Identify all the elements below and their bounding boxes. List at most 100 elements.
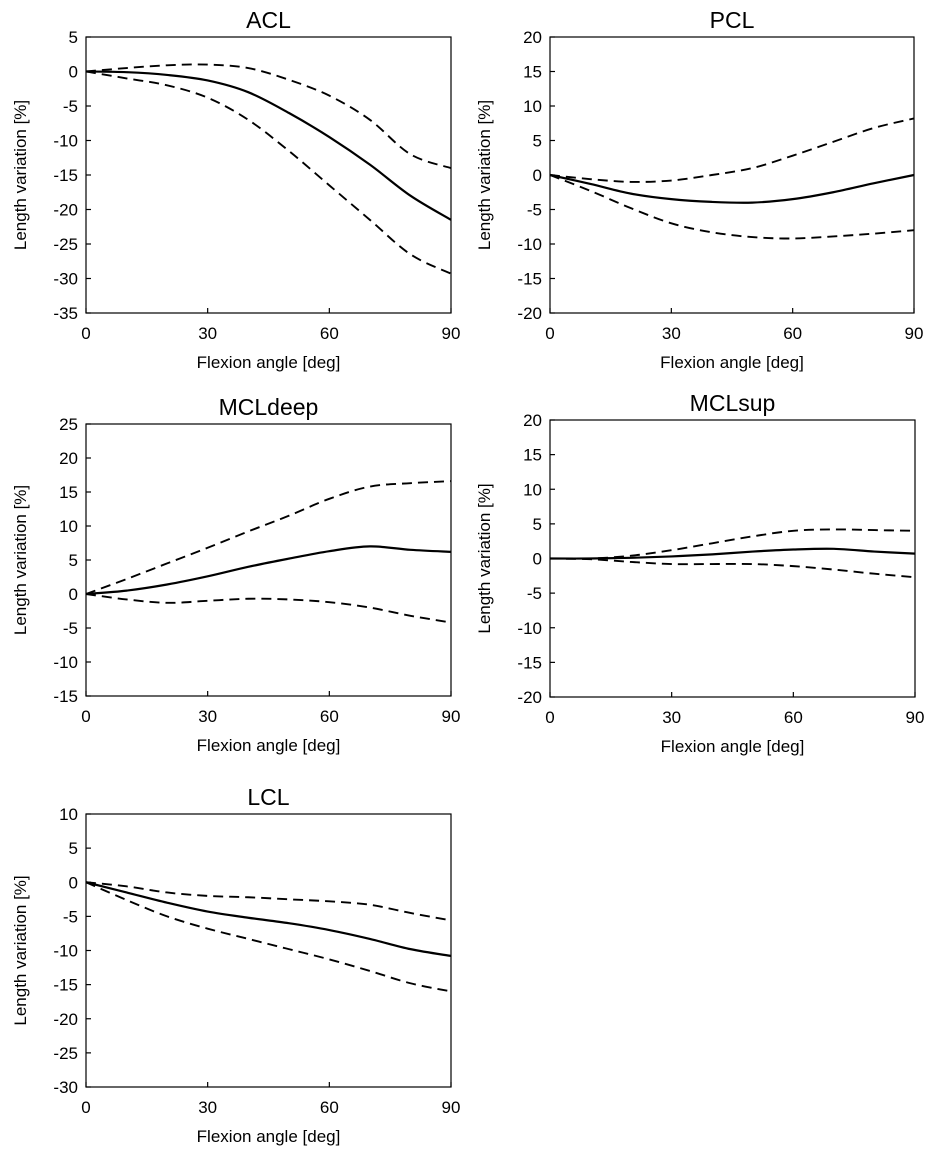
series-line-bound — [550, 118, 914, 182]
y-tick-label: -15 — [517, 653, 542, 672]
x-tick-label: 0 — [545, 324, 554, 343]
y-tick-label: 5 — [533, 132, 542, 151]
x-tick-label: 90 — [442, 707, 461, 726]
x-tick-label: 30 — [198, 1098, 217, 1117]
chart-title: MCLsup — [690, 390, 776, 416]
y-tick-label: -10 — [53, 942, 78, 961]
y-tick-label: -20 — [517, 304, 542, 323]
x-tick-label: 0 — [81, 1098, 90, 1117]
y-tick-label: 10 — [59, 805, 78, 824]
series-line-mean — [86, 72, 451, 220]
chart-title: ACL — [246, 7, 291, 33]
y-tick-label: -15 — [53, 976, 78, 995]
y-tick-label: 5 — [69, 28, 78, 47]
y-tick-label: -25 — [53, 235, 78, 254]
y-tick-label: -20 — [53, 201, 78, 220]
x-tick-label: 60 — [784, 708, 803, 727]
y-axis-label: Length variation [%] — [475, 100, 494, 250]
chart-title: MCLdeep — [219, 394, 319, 420]
x-tick-label: 30 — [662, 324, 681, 343]
series-line-bound — [550, 529, 915, 558]
y-tick-label: 10 — [523, 97, 542, 116]
series-line-bound — [550, 175, 914, 238]
y-tick-label: 0 — [69, 585, 78, 604]
x-tick-label: 0 — [81, 324, 90, 343]
series-line-bound — [86, 882, 451, 920]
y-tick-label: -10 — [53, 132, 78, 151]
x-tick-label: 60 — [783, 324, 802, 343]
y-tick-label: -30 — [53, 1078, 78, 1097]
plot-frame — [86, 814, 451, 1087]
series-line-mean — [86, 546, 451, 594]
x-tick-label: 60 — [320, 324, 339, 343]
y-tick-label: -35 — [53, 304, 78, 323]
y-tick-label: -15 — [53, 687, 78, 706]
y-tick-label: -20 — [517, 688, 542, 707]
y-tick-label: 15 — [523, 446, 542, 465]
y-tick-label: -20 — [53, 1010, 78, 1029]
y-tick-label: -30 — [53, 270, 78, 289]
x-tick-label: 30 — [198, 324, 217, 343]
y-tick-label: 0 — [69, 63, 78, 82]
x-tick-label: 90 — [442, 1098, 461, 1117]
y-tick-label: 15 — [523, 63, 542, 82]
x-tick-label: 60 — [320, 1098, 339, 1117]
y-tick-label: -10 — [517, 619, 542, 638]
y-tick-label: 0 — [69, 873, 78, 892]
y-tick-label: -5 — [63, 907, 78, 926]
y-tick-label: 5 — [69, 551, 78, 570]
y-axis-label: Length variation [%] — [11, 485, 30, 635]
series-line-bound — [550, 559, 915, 578]
x-tick-label: 30 — [198, 707, 217, 726]
series-line-bound — [86, 594, 451, 623]
y-tick-label: -10 — [517, 235, 542, 254]
plot-frame — [86, 37, 451, 313]
y-axis-label: Length variation [%] — [475, 483, 494, 633]
series-line-bound — [86, 481, 451, 594]
y-tick-label: 5 — [533, 515, 542, 534]
plot-frame — [86, 424, 451, 696]
chart-title: PCL — [710, 7, 755, 33]
y-tick-label: 20 — [523, 411, 542, 430]
x-axis-label: Flexion angle [deg] — [197, 1127, 341, 1146]
y-tick-label: -5 — [63, 97, 78, 116]
x-axis-label: Flexion angle [deg] — [660, 353, 804, 372]
x-tick-label: 30 — [662, 708, 681, 727]
y-tick-label: 5 — [69, 839, 78, 858]
series-line-mean — [550, 175, 914, 203]
y-tick-label: 20 — [59, 449, 78, 468]
y-tick-label: 0 — [533, 550, 542, 569]
x-axis-label: Flexion angle [deg] — [661, 737, 805, 756]
y-tick-label: 15 — [59, 483, 78, 502]
y-tick-label: 20 — [523, 28, 542, 47]
y-tick-label: 25 — [59, 415, 78, 434]
y-tick-label: -15 — [517, 270, 542, 289]
y-tick-label: 0 — [533, 166, 542, 185]
x-axis-label: Flexion angle [deg] — [197, 353, 341, 372]
x-tick-label: 90 — [905, 324, 924, 343]
x-tick-label: 90 — [442, 324, 461, 343]
y-tick-label: -15 — [53, 166, 78, 185]
plot-frame — [550, 37, 914, 313]
y-tick-label: 10 — [523, 480, 542, 499]
x-tick-label: 0 — [545, 708, 554, 727]
y-tick-label: 10 — [59, 517, 78, 536]
y-tick-label: -5 — [527, 584, 542, 603]
x-tick-label: 90 — [906, 708, 925, 727]
y-tick-label: -25 — [53, 1044, 78, 1063]
y-tick-label: -5 — [527, 201, 542, 220]
x-tick-label: 60 — [320, 707, 339, 726]
y-axis-label: Length variation [%] — [11, 875, 30, 1025]
x-axis-label: Flexion angle [deg] — [197, 736, 341, 755]
y-axis-label: Length variation [%] — [11, 100, 30, 250]
chart-title: LCL — [247, 784, 289, 810]
y-tick-label: -5 — [63, 619, 78, 638]
y-tick-label: -10 — [53, 653, 78, 672]
x-tick-label: 0 — [81, 707, 90, 726]
